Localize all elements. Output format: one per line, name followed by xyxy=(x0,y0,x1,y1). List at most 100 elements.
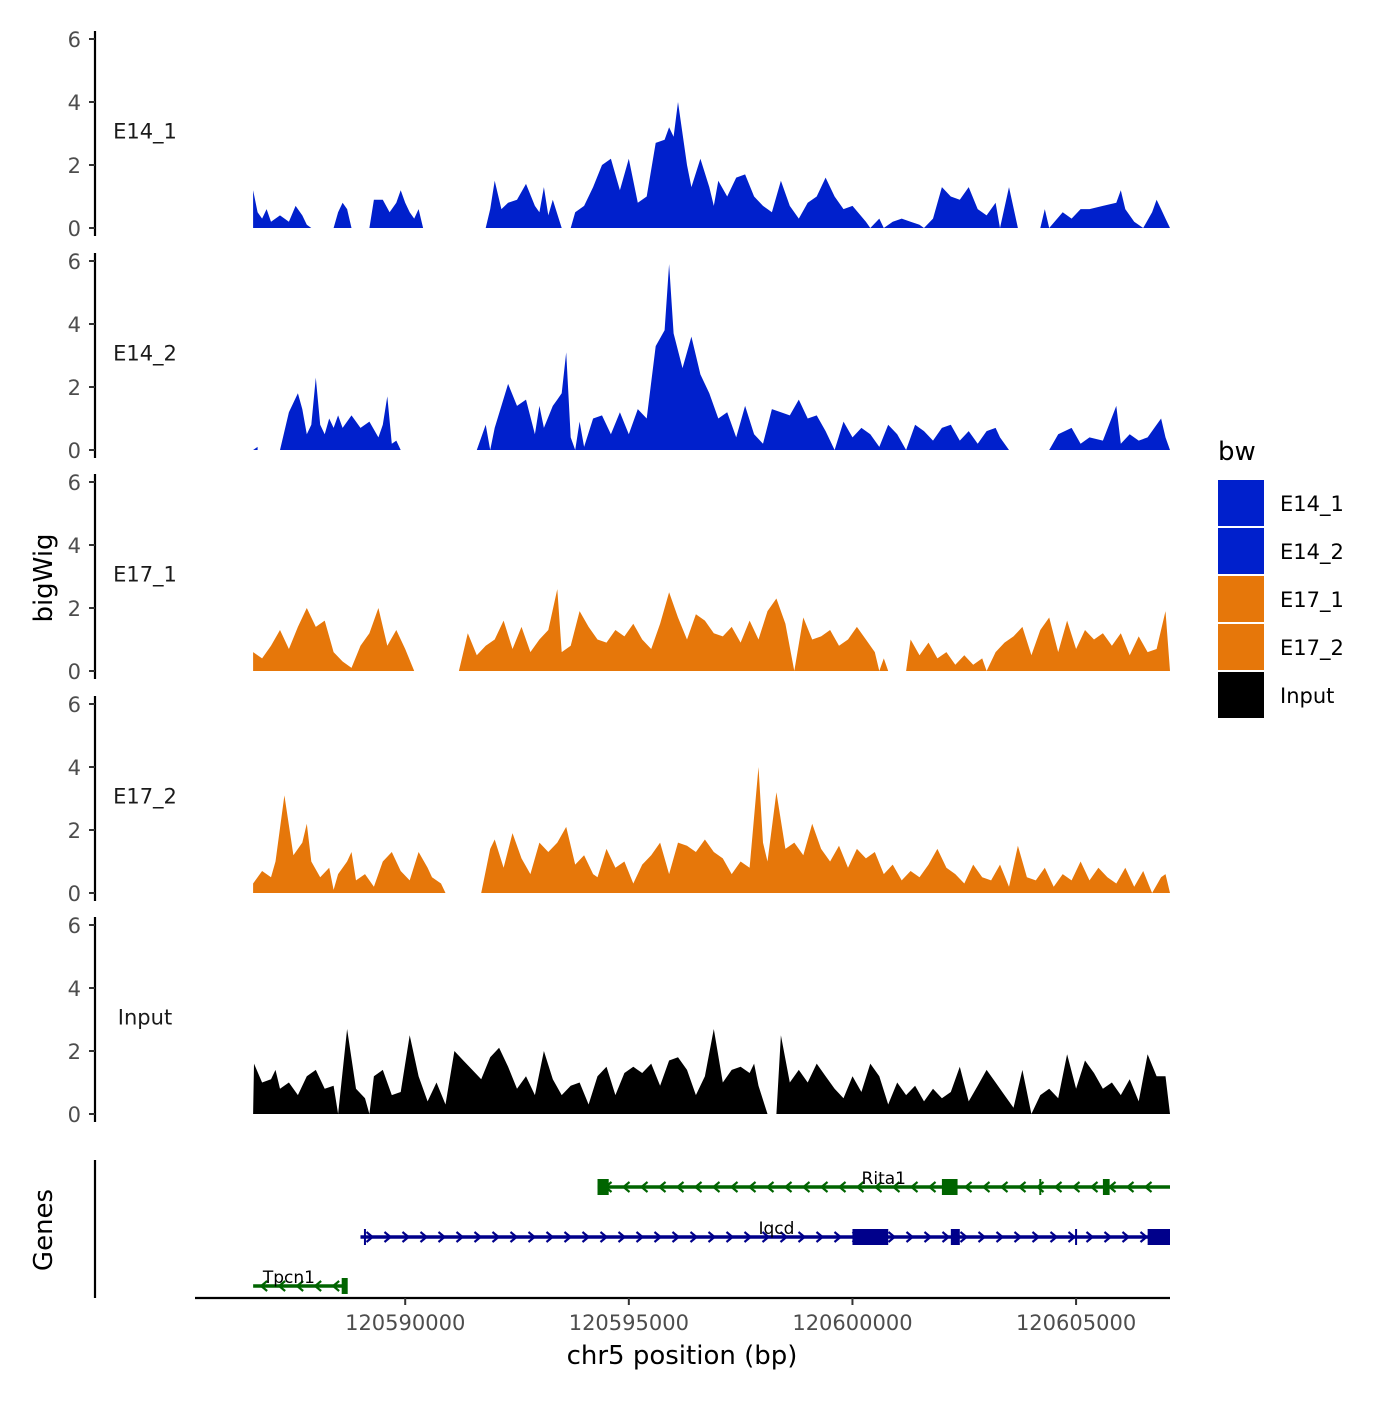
strand-chevron xyxy=(455,1231,465,1243)
y-tick-label: 6 xyxy=(68,28,81,52)
strand-chevron xyxy=(819,1181,829,1193)
area-E17_1 xyxy=(906,611,1170,671)
legend-label-E14_1: E14_1 xyxy=(1280,492,1344,517)
area-E14_2 xyxy=(1049,405,1170,450)
strand-chevron xyxy=(653,1231,663,1243)
strand-chevron xyxy=(1121,1231,1131,1243)
strand-chevron xyxy=(1031,1231,1041,1243)
y-tick-label: 2 xyxy=(68,1040,81,1064)
legend-swatch-E17_1 xyxy=(1218,576,1264,622)
strand-chevron xyxy=(977,1231,987,1243)
y-tick-label: 0 xyxy=(68,1103,81,1127)
y-tick-label: 6 xyxy=(68,693,81,717)
legend-label-E17_1: E17_1 xyxy=(1280,588,1344,613)
strand-chevron xyxy=(1071,1181,1081,1193)
strand-chevron xyxy=(1103,1231,1113,1243)
gene-label: Rita1 xyxy=(862,1169,906,1189)
strand-chevron xyxy=(995,1231,1005,1243)
strand-chevron xyxy=(941,1231,951,1243)
strand-chevron xyxy=(639,1181,649,1193)
area-E14_1 xyxy=(253,190,312,228)
y-tick-label: 0 xyxy=(68,439,81,463)
area-Input xyxy=(253,1029,768,1114)
strand-chevron xyxy=(797,1231,807,1243)
strand-chevron xyxy=(905,1231,915,1243)
strand-chevron xyxy=(837,1181,847,1193)
strand-chevron xyxy=(277,1280,286,1292)
strand-chevron xyxy=(365,1231,375,1243)
strand-chevron xyxy=(657,1181,667,1193)
strand-chevron xyxy=(437,1231,447,1243)
x-axis: 120590000 120595000 120600000 120605000 xyxy=(195,1296,1170,1335)
exon xyxy=(1102,1179,1110,1195)
strand-chevron xyxy=(801,1181,811,1193)
track-E14_2: 0 2 4 6 E14_2 xyxy=(68,250,1170,463)
area-E14_2 xyxy=(253,446,258,450)
strand-chevron xyxy=(981,1181,991,1193)
strand-chevron xyxy=(1049,1231,1059,1243)
track-E17_1: 0 2 4 6 E17_1 xyxy=(68,471,1170,684)
strand-chevron xyxy=(401,1231,411,1243)
strand-chevron xyxy=(671,1231,681,1243)
strand-chevron xyxy=(491,1231,501,1243)
y-axis-title: bigWig xyxy=(29,533,59,622)
strand-chevron xyxy=(855,1181,865,1193)
y-tick-label: 2 xyxy=(68,376,81,400)
track-E17_2: 0 2 4 6 E17_2 xyxy=(68,693,1170,906)
legend-swatch-E14_2 xyxy=(1218,528,1264,574)
gene-label: Tpcn1 xyxy=(262,1268,315,1288)
strand-chevron xyxy=(909,1181,919,1193)
strand-chevron xyxy=(621,1181,631,1193)
y-tick-label: 2 xyxy=(68,597,81,621)
strand-chevron xyxy=(711,1181,721,1193)
exon xyxy=(1147,1229,1170,1245)
x-tick-label: 120595000 xyxy=(569,1311,689,1335)
strand-chevron xyxy=(689,1231,699,1243)
y-tick-label: 2 xyxy=(68,819,81,843)
strand-chevron xyxy=(473,1231,483,1243)
y-tick-label: 6 xyxy=(68,250,81,274)
exon xyxy=(852,1229,889,1245)
strand-chevron xyxy=(295,1280,304,1292)
y-tick-label: 6 xyxy=(68,471,81,495)
exon xyxy=(597,1179,609,1195)
strand-chevron xyxy=(313,1280,322,1292)
legend-label-Input: Input xyxy=(1280,684,1334,708)
y-tick-label: 2 xyxy=(68,154,81,178)
strand-chevron xyxy=(783,1181,793,1193)
y-tick-label: 6 xyxy=(68,914,81,938)
strand-chevron xyxy=(927,1181,937,1193)
exon xyxy=(950,1229,960,1245)
strand-chevron xyxy=(331,1280,340,1292)
area-Input xyxy=(776,1035,1170,1114)
x-tick-label: 120590000 xyxy=(345,1311,465,1335)
y-tick-label: 4 xyxy=(68,313,81,337)
strand-chevron xyxy=(1125,1181,1135,1193)
gene-Tpcn1: Tpcn1 xyxy=(253,1268,348,1294)
strand-chevron xyxy=(999,1181,1009,1193)
strand-chevron xyxy=(675,1181,685,1193)
area-E14_1 xyxy=(1040,190,1170,228)
strand-chevron xyxy=(1067,1231,1077,1243)
x-axis-title: chr5 position (bp) xyxy=(567,1341,798,1371)
strand-chevron xyxy=(617,1231,627,1243)
gene-Rita1: Rita1 xyxy=(597,1169,1170,1195)
strand-chevron xyxy=(923,1231,933,1243)
strand-chevron xyxy=(747,1181,757,1193)
legend-swatch-E17_2 xyxy=(1218,624,1264,670)
strand-chevron xyxy=(891,1181,901,1193)
y-tick-label: 0 xyxy=(68,217,81,241)
area-E14_1 xyxy=(333,202,352,228)
strand-chevron xyxy=(707,1231,717,1243)
area-E14_2 xyxy=(476,264,1009,450)
track-label: E17_2 xyxy=(113,784,177,809)
track-label: E17_1 xyxy=(113,562,177,587)
strand-chevron xyxy=(1085,1231,1095,1243)
area-E17_2 xyxy=(253,795,446,893)
strand-chevron xyxy=(729,1181,739,1193)
legend: E14_1 E14_2 E17_1 E17_2 Input xyxy=(1218,480,1344,718)
track-label: Input xyxy=(118,1005,172,1029)
area-E14_1 xyxy=(369,190,424,228)
area-E14_2 xyxy=(280,377,401,450)
strand-chevron xyxy=(419,1231,429,1243)
